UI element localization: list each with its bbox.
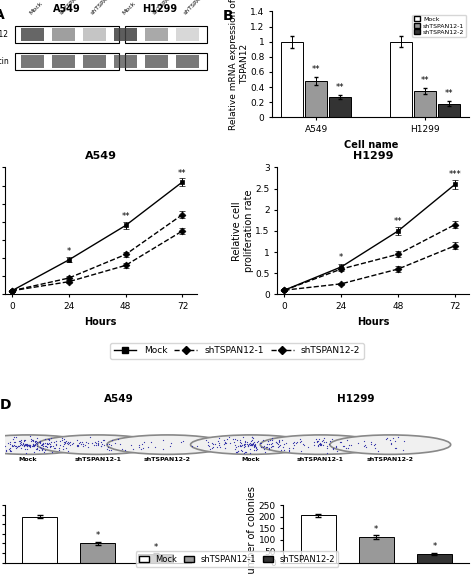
Circle shape: [37, 435, 158, 455]
Legend: Mock, shTSPAN12-1, shTSPAN12-2: Mock, shTSPAN12-1, shTSPAN12-2: [412, 14, 466, 37]
Text: A: A: [0, 8, 5, 22]
Title: A549: A549: [85, 151, 117, 161]
Bar: [438, 104, 460, 117]
Text: β-actin: β-actin: [0, 57, 9, 65]
Y-axis label: Relative mRNA expression of
TSPAN12: Relative mRNA expression of TSPAN12: [229, 0, 249, 130]
Text: A549: A549: [53, 3, 81, 14]
Text: TSPAN12: TSPAN12: [0, 30, 9, 39]
FancyBboxPatch shape: [176, 55, 199, 68]
Text: Mock: Mock: [28, 1, 43, 15]
Text: **: **: [445, 90, 454, 98]
Legend: Mock, shTSPAN12-1, shTSPAN12-2: Mock, shTSPAN12-1, shTSPAN12-2: [136, 551, 338, 567]
Text: shTSPAN12-1: shTSPAN12-1: [74, 457, 121, 462]
FancyBboxPatch shape: [15, 53, 118, 69]
FancyBboxPatch shape: [125, 53, 208, 69]
Bar: [359, 537, 394, 563]
Text: *: *: [154, 542, 158, 552]
Title: H1299: H1299: [353, 151, 393, 161]
Text: **: **: [312, 65, 320, 74]
FancyBboxPatch shape: [21, 29, 44, 41]
Text: *: *: [96, 532, 100, 540]
Text: **: **: [336, 83, 345, 92]
Bar: [390, 42, 412, 117]
FancyBboxPatch shape: [176, 29, 199, 41]
Circle shape: [260, 435, 381, 455]
Bar: [417, 554, 452, 563]
Circle shape: [0, 435, 88, 455]
FancyBboxPatch shape: [52, 55, 75, 68]
FancyBboxPatch shape: [146, 55, 168, 68]
FancyBboxPatch shape: [114, 55, 137, 68]
FancyBboxPatch shape: [21, 55, 44, 68]
Bar: [138, 554, 173, 563]
Text: **: **: [178, 169, 187, 177]
Circle shape: [107, 435, 228, 455]
Text: shTSPAN12-1: shTSPAN12-1: [152, 0, 185, 15]
Text: shTSPAN12-2: shTSPAN12-2: [144, 457, 191, 462]
Circle shape: [330, 435, 451, 455]
Text: D: D: [0, 398, 11, 412]
Text: Mock: Mock: [18, 457, 37, 462]
Text: *: *: [432, 542, 437, 552]
Y-axis label: Number of colonies: Number of colonies: [247, 486, 257, 574]
Text: ***: ***: [449, 170, 461, 179]
FancyBboxPatch shape: [52, 29, 75, 41]
Circle shape: [191, 435, 311, 455]
Text: shTSPAN12-2: shTSPAN12-2: [90, 0, 123, 15]
FancyBboxPatch shape: [83, 55, 106, 68]
Bar: [329, 97, 351, 117]
Text: **: **: [421, 76, 429, 85]
Text: A549: A549: [104, 394, 133, 404]
Text: Mock: Mock: [242, 457, 260, 462]
Text: *: *: [374, 525, 378, 534]
FancyBboxPatch shape: [83, 29, 106, 41]
Text: H1299: H1299: [142, 3, 177, 14]
X-axis label: Cell name: Cell name: [344, 139, 398, 149]
Text: *: *: [339, 253, 344, 262]
Bar: [305, 81, 327, 117]
Y-axis label: Relative cell
proliferation rate: Relative cell proliferation rate: [232, 189, 254, 272]
X-axis label: Hours: Hours: [357, 317, 390, 327]
FancyBboxPatch shape: [15, 26, 118, 43]
Text: B: B: [223, 9, 234, 24]
Text: H1299: H1299: [337, 394, 374, 404]
Legend: Mock, shTSPAN12-1, shTSPAN12-2: Mock, shTSPAN12-1, shTSPAN12-2: [110, 343, 364, 359]
Bar: [22, 517, 57, 563]
FancyBboxPatch shape: [114, 29, 137, 41]
FancyBboxPatch shape: [146, 29, 168, 41]
Bar: [301, 515, 336, 563]
X-axis label: Hours: Hours: [84, 317, 117, 327]
Text: *: *: [67, 247, 71, 255]
Bar: [80, 544, 115, 563]
Bar: [281, 42, 303, 117]
Text: **: **: [394, 217, 402, 226]
Text: Mock: Mock: [121, 1, 137, 15]
FancyBboxPatch shape: [125, 26, 208, 43]
Text: shTSPAN12-1: shTSPAN12-1: [59, 0, 92, 15]
Text: shTSPAN12-2: shTSPAN12-2: [367, 457, 414, 462]
Text: shTSPAN12-1: shTSPAN12-1: [297, 457, 344, 462]
Text: **: **: [121, 212, 130, 221]
Text: shTSPAN12-2: shTSPAN12-2: [183, 0, 216, 15]
Bar: [414, 91, 436, 117]
